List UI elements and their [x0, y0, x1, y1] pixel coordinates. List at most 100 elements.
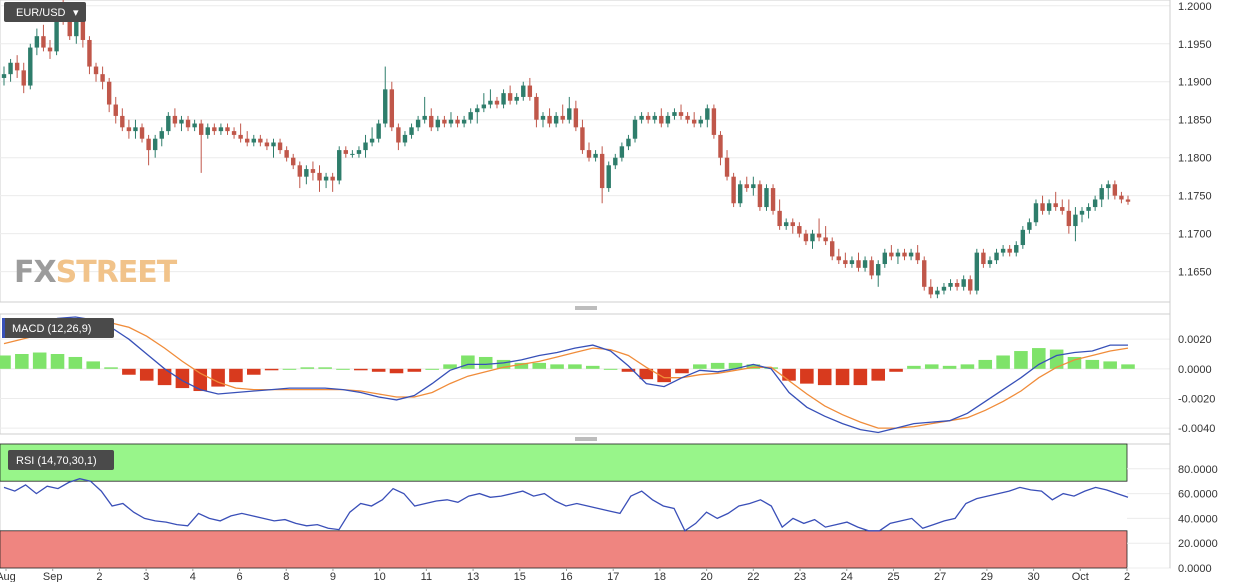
macd-histogram-bar — [746, 364, 761, 369]
date-tick-label: 27 — [934, 571, 946, 582]
macd-histogram-bar — [264, 368, 279, 371]
candle-body — [1106, 184, 1111, 189]
macd-signal-line — [3, 320, 1129, 429]
candle-body — [442, 119, 447, 124]
macd-histogram-bar — [514, 362, 529, 369]
rsi-tick-label: 60.0000 — [1178, 489, 1218, 501]
macd-histogram-bar — [354, 368, 368, 371]
candle-body — [1046, 203, 1052, 211]
candle-body — [337, 150, 342, 181]
macd-histogram-bar — [693, 364, 707, 369]
candle-body — [987, 260, 993, 265]
candle-body — [166, 115, 171, 132]
macd-panel[interactable]: 0.0020 0.0000 -0.0020 -0.0040 — [0, 313, 1215, 441]
candle-body — [225, 127, 230, 132]
candle-body — [67, 17, 72, 37]
candle-body — [422, 115, 427, 120]
date-tick-label: 15 — [514, 571, 526, 582]
macd-histogram-bar — [924, 364, 939, 369]
rsi-tick-label: 40.0000 — [1178, 513, 1218, 525]
macd-tick-label: -0.0040 — [1178, 423, 1215, 435]
candle-body — [284, 150, 289, 158]
candle-body — [264, 142, 270, 147]
date-tick-label: 11 — [421, 571, 432, 582]
chevron-down-icon[interactable]: ▾ — [73, 7, 79, 19]
candle-body — [783, 222, 789, 227]
macd-histogram-bar — [532, 362, 547, 369]
candle-body — [435, 119, 441, 128]
macd-histogram-bar — [621, 368, 636, 372]
candle-body — [1007, 248, 1012, 253]
candle-body — [560, 115, 565, 120]
candle-body — [757, 184, 763, 208]
candle-body — [803, 233, 809, 242]
macd-histogram-bar — [853, 368, 868, 386]
macd-histogram-bar — [1103, 361, 1117, 369]
candle-body — [47, 47, 53, 52]
macd-histogram-bar — [585, 365, 600, 369]
candle-body — [764, 188, 769, 208]
candle-body — [383, 89, 388, 124]
candle-body — [691, 119, 697, 124]
candle-body — [21, 70, 26, 86]
candle-body — [922, 260, 927, 287]
rsi-panel[interactable]: 80.0000 60.0000 40.0000 20.0000 0.0000 — [0, 443, 1218, 575]
macd-histogram-bar — [710, 362, 725, 369]
date-tick-label: Aug — [0, 571, 16, 582]
rsi-label: RSI (14,70,30,1) — [16, 455, 97, 467]
macd-histogram-bar — [889, 368, 903, 372]
macd-histogram-bar — [318, 367, 332, 369]
candle-body — [856, 260, 861, 268]
candle-body — [277, 142, 283, 151]
macd-histogram-bar — [675, 368, 689, 374]
macd-histogram-bar — [104, 367, 118, 369]
candle-body — [1125, 199, 1131, 202]
candle-body — [816, 233, 822, 238]
candle-body — [1099, 188, 1104, 200]
price-tick-label: 1.1900 — [1178, 77, 1212, 89]
candle-body — [902, 252, 907, 257]
price-tick-label: 1.2000 — [1178, 1, 1212, 13]
candle-body — [172, 115, 178, 124]
macd-histogram-bar — [443, 364, 457, 369]
macd-histogram-bar — [246, 368, 261, 375]
date-tick-label: 8 — [283, 571, 289, 582]
candle-body — [74, 9, 79, 37]
candle-body — [711, 108, 717, 135]
candle-body — [133, 127, 138, 132]
candle-body — [935, 290, 940, 295]
date-tick-label: 6 — [236, 571, 242, 582]
candle-body — [895, 252, 901, 257]
symbol-badge — [4, 2, 86, 22]
candle-body — [659, 115, 664, 124]
candle-body — [889, 252, 894, 257]
price-panel[interactable]: 1.2000 1.1950 1.1900 1.1850 1.1800 1.1750 1.17… — [0, 0, 1212, 310]
date-tick-label: Sep — [43, 571, 63, 582]
candle-body — [41, 36, 46, 48]
candle-body — [744, 184, 749, 189]
candle-body — [192, 123, 197, 128]
candle-body — [481, 104, 487, 109]
macd-histogram-bar — [389, 368, 404, 374]
candle-body — [1086, 207, 1091, 211]
candle-body — [376, 123, 381, 139]
macd-histogram-bar — [871, 368, 886, 381]
macd-histogram-bar — [603, 368, 618, 370]
candle-body — [475, 108, 480, 113]
candle-body — [8, 62, 13, 75]
candle-body — [1040, 203, 1045, 211]
macd-histogram-bar — [978, 359, 993, 369]
rsi-tick-label: 0.0000 — [1178, 563, 1212, 575]
candle-body — [501, 93, 506, 105]
candle-body — [113, 104, 118, 116]
candle-body — [54, 5, 59, 52]
date-tick-label: 23 — [794, 571, 806, 582]
candle-body — [941, 286, 947, 291]
symbol-label: EUR/USD — [16, 7, 66, 19]
candle-body — [258, 138, 263, 143]
candle-body — [770, 188, 776, 211]
candle-body — [507, 93, 513, 101]
candle-body — [573, 108, 579, 128]
candle-body — [968, 279, 973, 291]
